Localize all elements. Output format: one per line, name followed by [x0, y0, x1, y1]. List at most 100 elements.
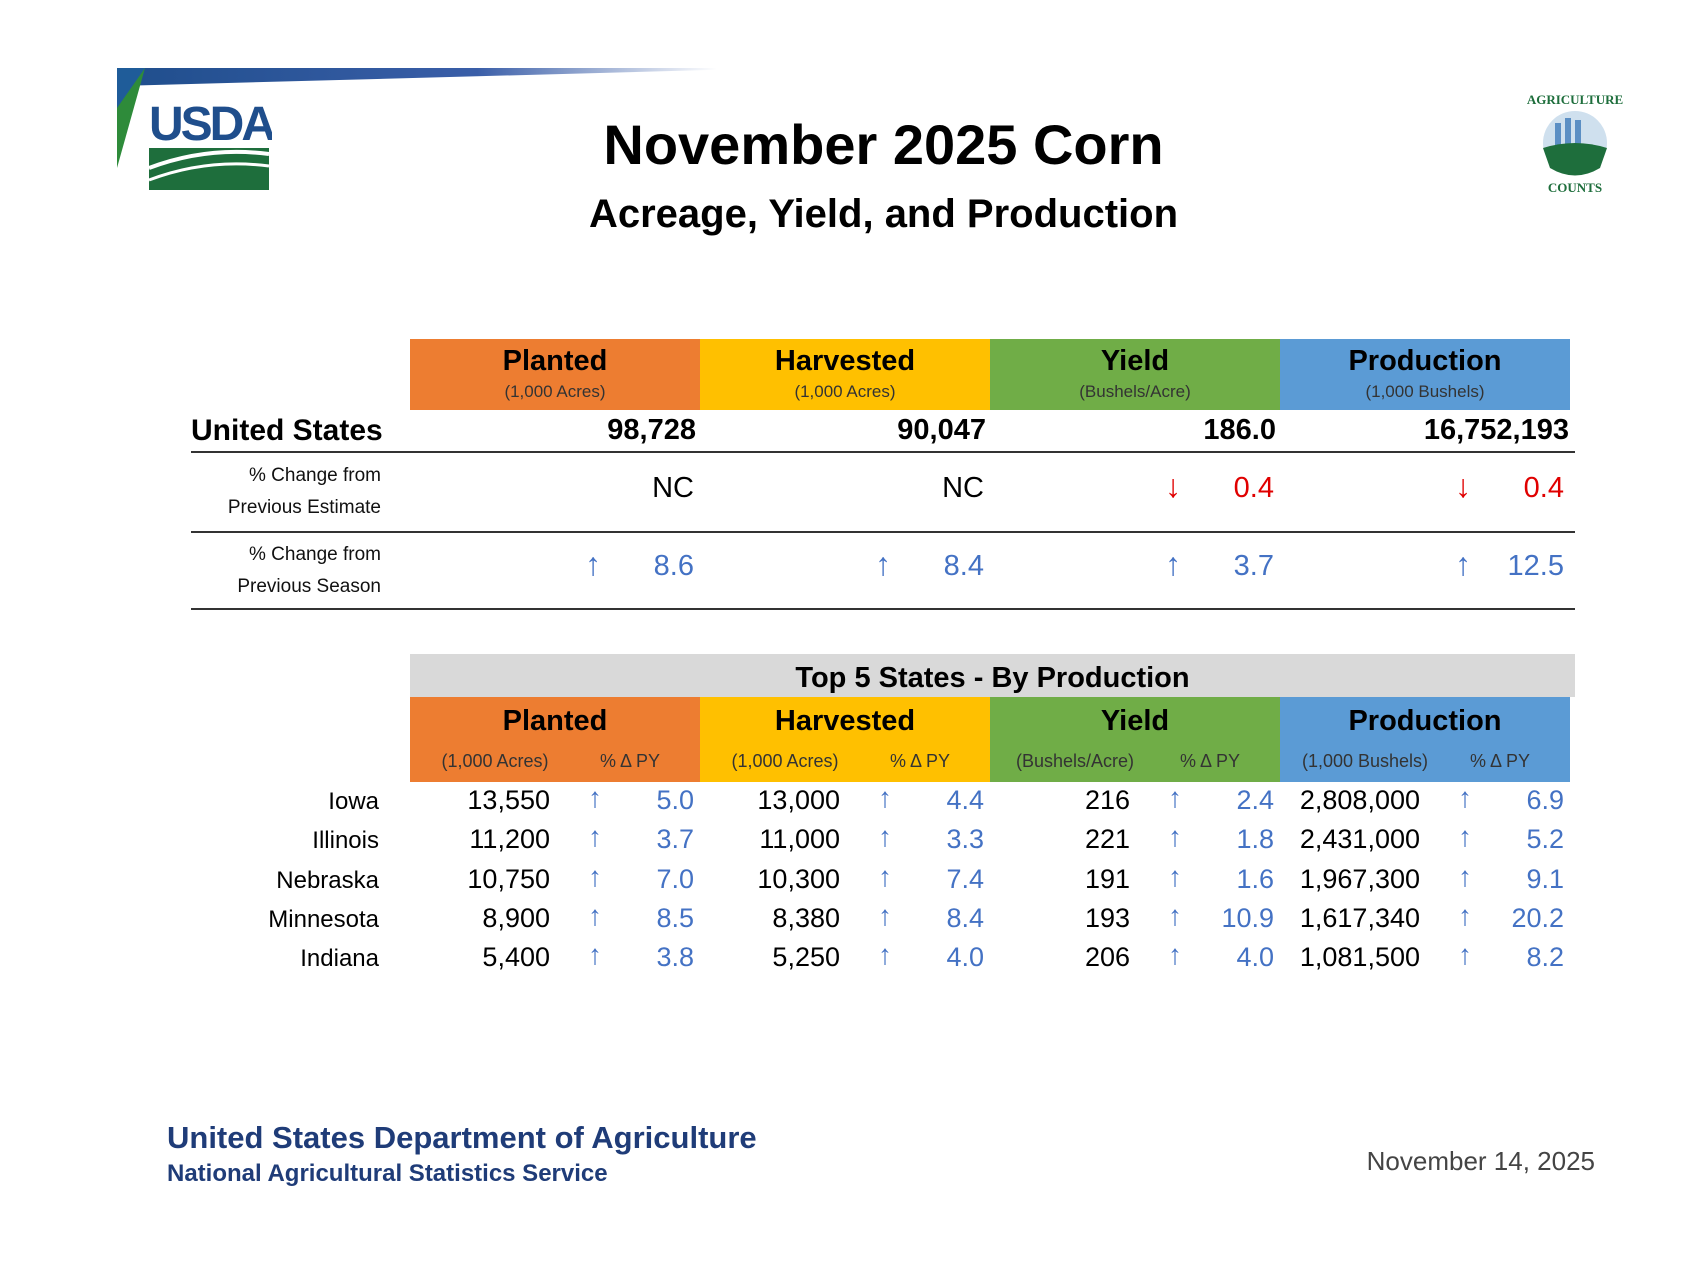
arrow-up-icon: ↑	[1458, 860, 1472, 892]
arrow-down-icon: ↓	[1165, 468, 1181, 504]
prev-estimate-label: % Change from Previous Estimate	[191, 460, 381, 524]
arrow-up-icon: ↑	[588, 899, 602, 931]
state-name: Illinois	[312, 827, 379, 855]
prev-season-label: % Change from Previous Season	[191, 539, 381, 603]
svg-text:USDA: USDA	[149, 98, 272, 151]
us-yield: 186.0	[1203, 414, 1276, 446]
divider	[191, 608, 1575, 610]
state-name: Indiana	[300, 945, 379, 973]
divider	[191, 451, 1575, 453]
arrow-up-icon: ↑	[1455, 546, 1471, 582]
header-unit: (1,000 Acres)	[731, 751, 839, 771]
page-subtitle: Acreage, Yield, and Production	[588, 192, 1179, 236]
header-label: Planted	[502, 345, 608, 377]
state-value: 11,200	[469, 824, 550, 855]
top5-title: Top 5 States - By Production	[410, 654, 1575, 697]
header-pct-change: % Δ PY	[599, 751, 661, 771]
header-unit: (Bushels/Acre)	[1079, 382, 1191, 401]
state-value: 8,900	[482, 902, 550, 933]
us-planted: 98,728	[607, 414, 696, 446]
pct-change-value: 0.4	[1523, 472, 1564, 504]
state-value: 11,000	[759, 824, 840, 855]
svg-text:COUNTS: COUNTS	[1548, 180, 1602, 195]
pct-change-value: 3.7	[1233, 550, 1274, 582]
header-label: Production	[1348, 705, 1502, 737]
state-value: 191	[1084, 863, 1130, 894]
state-pct-change: 8.5	[656, 902, 694, 933]
arrow-up-icon: ↑	[878, 860, 892, 892]
state-pct-change: 4.0	[946, 942, 984, 973]
arrow-up-icon: ↑	[1168, 821, 1182, 853]
state-value: 193	[1084, 902, 1130, 933]
state-pct-change: 7.4	[946, 863, 984, 894]
state-pct-change: 6.9	[1526, 785, 1564, 815]
state-value: 5,400	[482, 942, 550, 973]
state-value: 13,000	[757, 785, 840, 815]
arrow-up-icon: ↑	[588, 821, 602, 853]
state-value: 10,300	[757, 863, 840, 894]
state-value: 1,617,340	[1299, 902, 1420, 933]
pct-change-value: 0.4	[1233, 472, 1274, 504]
divider	[191, 531, 1575, 533]
header-unit: (1,000 Acres)	[794, 382, 896, 401]
label-line: Previous Season	[237, 576, 381, 597]
header-pct-change: % Δ PY	[1179, 751, 1241, 771]
state-pct-change: 9.1	[1526, 863, 1564, 894]
header-unit: (1,000 Bushels)	[1365, 382, 1485, 401]
header-label: Planted	[502, 705, 608, 737]
header-pct-change: % Δ PY	[889, 751, 951, 771]
pct-change-value: 12.5	[1507, 550, 1564, 582]
arrow-up-icon: ↑	[588, 939, 602, 971]
arrow-up-icon: ↑	[1458, 939, 1472, 971]
header-label: Yield	[1100, 705, 1170, 737]
state-pct-change: 5.2	[1526, 824, 1564, 855]
arrow-up-icon: ↑	[1165, 546, 1181, 582]
label-line: Previous Estimate	[227, 497, 381, 518]
header-label: Yield	[1100, 345, 1170, 377]
footer-date: November 14, 2025	[1366, 1146, 1595, 1176]
arrow-up-icon: ↑	[588, 860, 602, 892]
header-label: Harvested	[774, 345, 916, 377]
state-value: 2,808,000	[1299, 785, 1420, 815]
top5-header-planted: Planted (1,000 Acres) % Δ PY	[410, 697, 700, 782]
state-pct-change: 4.0	[1236, 942, 1274, 973]
state-pct-change: 3.3	[946, 824, 984, 855]
arrow-up-icon: ↑	[1458, 782, 1472, 813]
top5-header-yield: Yield (Bushels/Acre) % Δ PY	[990, 697, 1280, 782]
state-name: Minnesota	[268, 905, 379, 933]
state-pct-change: 8.2	[1526, 942, 1564, 973]
usda-logo: USDA	[117, 68, 272, 190]
header-pct-change: % Δ PY	[1469, 751, 1531, 771]
state-pct-change: 1.8	[1236, 824, 1274, 855]
state-name: Iowa	[328, 788, 379, 815]
arrow-up-icon: ↑	[1168, 899, 1182, 931]
state-value: 2,431,000	[1299, 824, 1420, 855]
state-pct-change: 5.0	[656, 785, 694, 815]
state-pct-change: 1.6	[1236, 863, 1274, 894]
arrow-down-icon: ↓	[1455, 468, 1471, 504]
pct-change-value: NC	[652, 472, 694, 504]
agriculture-counts-logo: AGRICULTURE COUNTS	[1527, 92, 1623, 195]
header-unit: (1,000 Acres)	[441, 751, 549, 771]
state-value: 8,380	[772, 902, 840, 933]
state-value: 206	[1084, 942, 1130, 973]
top5-header-harvested: Harvested (1,000 Acres) % Δ PY	[700, 697, 990, 782]
state-pct-change: 7.0	[656, 863, 694, 894]
pct-change-value: NC	[942, 472, 984, 504]
header-production: Production (1,000 Bushels)	[1280, 339, 1570, 410]
header-unit: (1,000 Acres)	[504, 382, 606, 401]
arrow-up-icon: ↑	[1168, 782, 1182, 813]
header-planted: Planted (1,000 Acres)	[410, 339, 700, 410]
us-label: United States	[191, 414, 383, 447]
arrow-up-icon: ↑	[878, 939, 892, 971]
state-value: 216	[1084, 785, 1130, 815]
state-pct-change: 4.4	[946, 785, 984, 815]
footer-service: National Agricultural Statistics Service	[167, 1160, 608, 1187]
state-pct-change: 3.8	[656, 942, 694, 973]
state-value: 1,967,300	[1299, 863, 1420, 894]
pct-change-value: 8.4	[943, 550, 984, 582]
state-pct-change: 20.2	[1511, 902, 1564, 933]
arrow-up-icon: ↑	[878, 899, 892, 931]
header-yield: Yield (Bushels/Acre)	[990, 339, 1280, 410]
